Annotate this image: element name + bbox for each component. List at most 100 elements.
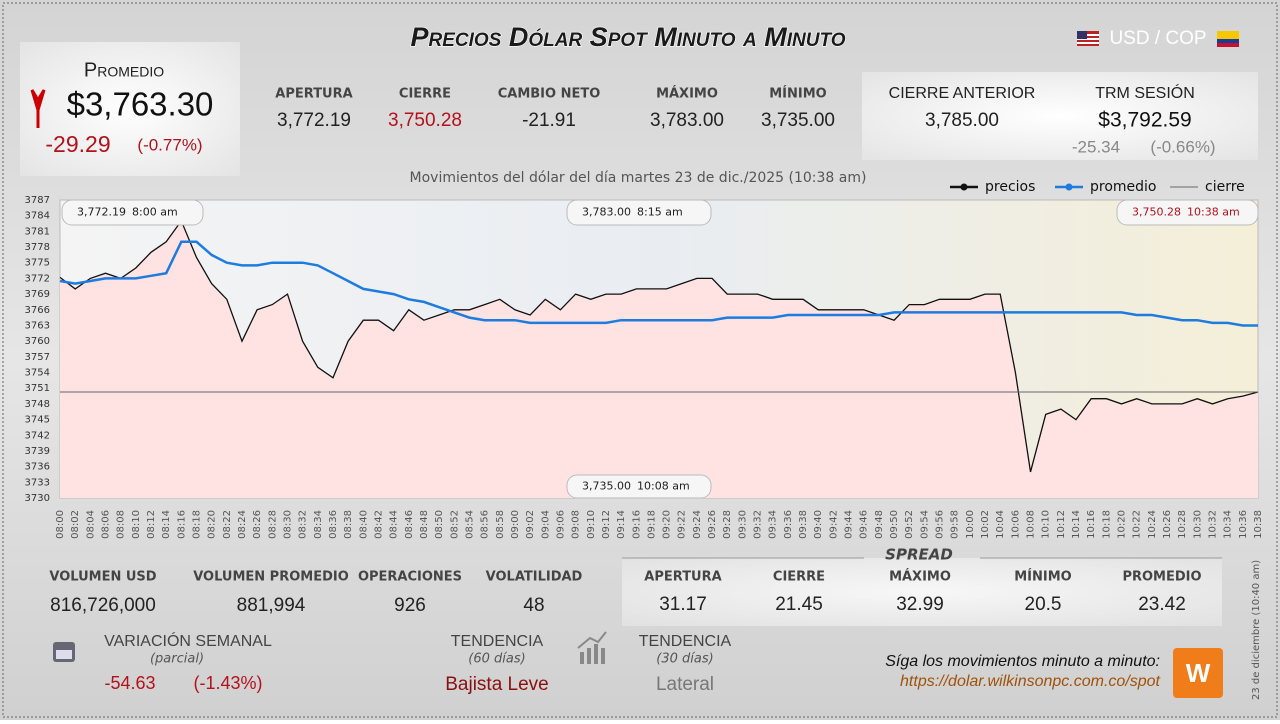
weekly-label: VARIACIÓN SEMANAL (104, 631, 272, 650)
x-tick-label: 08:08 (116, 510, 127, 539)
y-tick-label: 3751 (25, 383, 50, 394)
trend-label: TENDENCIA (639, 633, 732, 650)
weekly-percent: (-1.43%) (193, 673, 262, 693)
x-tick-label: 08:38 (343, 510, 354, 539)
weekly-change: -54.63 (104, 673, 155, 693)
annotation-time: 8:00 am (132, 206, 178, 219)
spread-panel (622, 558, 1222, 626)
x-tick-label: 08:52 (449, 510, 460, 539)
x-tick-label: 08:20 (207, 510, 218, 539)
x-tick-label: 10:04 (995, 510, 1006, 539)
annotation-box (61, 199, 204, 226)
calendar-icon (53, 642, 75, 662)
x-tick-label: 09:00 (510, 510, 521, 539)
x-tick-label: 09:02 (525, 510, 536, 539)
x-tick-label: 09:58 (950, 510, 961, 539)
annotation-time: 10:08 am (637, 480, 690, 493)
volume-label: VOLUMEN USD (49, 570, 156, 585)
stat-value: 3,735.00 (761, 110, 835, 131)
x-tick-label: 08:58 (495, 510, 506, 539)
x-tick-label: 10:18 (1101, 510, 1112, 539)
y-tick-label: 3787 (25, 195, 50, 206)
annotation-value: 3,750.28 (1132, 206, 1181, 219)
annotation-time: 8:15 am (637, 206, 683, 219)
annotation-value: 3,783.00 (582, 206, 631, 219)
spread-value: 21.45 (775, 594, 823, 615)
x-tick-label: 09:32 (753, 510, 764, 539)
series-line (59, 240, 1258, 327)
x-tick-label: 09:26 (707, 510, 718, 539)
stat-label: APERTURA (275, 87, 352, 102)
trm-value: $3,792.59 (1098, 109, 1191, 132)
x-tick-label: 08:32 (298, 510, 309, 539)
x-tick-label: 08:50 (434, 510, 445, 539)
svg-text:W: W (1186, 658, 1211, 688)
x-tick-label: 10:16 (1086, 510, 1097, 539)
previous-panel (862, 72, 1258, 160)
stat-label: CAMBIO NETO (498, 87, 601, 102)
x-tick-label: 09:50 (889, 510, 900, 539)
x-tick-label: 08:34 (313, 510, 324, 539)
stat-value: 3,750.28 (388, 110, 462, 131)
stat-value: 3,772.19 (277, 110, 351, 131)
x-tick-label: 09:16 (631, 510, 642, 539)
x-tick-label: 08:54 (464, 510, 475, 539)
x-tick-label: 09:10 (586, 510, 597, 539)
x-tick-label: 08:06 (100, 510, 111, 539)
x-tick-label: 09:20 (662, 510, 673, 539)
trend-value: Bajista Leve (445, 674, 549, 695)
x-tick-label: 10:00 (965, 510, 976, 539)
x-tick-label: 08:40 (358, 510, 369, 539)
x-tick-label: 09:46 (859, 510, 870, 539)
y-tick-label: 3745 (25, 415, 50, 426)
stat-label: MÍNIMO (769, 86, 826, 102)
logo: W (1173, 648, 1223, 698)
x-tick-label: 09:36 (783, 510, 794, 539)
x-tick-label: 08:04 (85, 510, 96, 539)
x-tick-label: 09:34 (768, 510, 779, 539)
spread-label: CIERRE (773, 570, 825, 585)
annotation-time: 10:38 am (1187, 206, 1240, 219)
legend-marker (960, 183, 968, 191)
y-tick-label: 3781 (25, 226, 50, 237)
trend-value: Lateral (656, 674, 714, 695)
x-tick-label: 08:56 (480, 510, 491, 539)
x-tick-label: 10:22 (1132, 510, 1143, 539)
x-tick-label: 10:32 (1208, 510, 1219, 539)
volume-value: 926 (394, 595, 426, 616)
pair: USD / COP (1109, 28, 1206, 49)
legend-label: cierre (1205, 179, 1245, 195)
x-tick-label: 08:22 (222, 510, 233, 539)
previous-close-value: 3,785.00 (925, 110, 999, 131)
x-tick-label: 09:38 (798, 510, 809, 539)
y-tick-label: 3766 (25, 305, 50, 316)
x-tick-label: 08:46 (404, 510, 415, 539)
x-tick-label: 08:24 (237, 510, 248, 539)
title: Precios Dólar Spot Minuto a Minuto (411, 22, 846, 52)
chart-icon (577, 631, 607, 664)
stat-value: -21.91 (522, 110, 576, 131)
y-tick-label: 3733 (25, 477, 50, 488)
volume-value: 881,994 (237, 595, 306, 616)
x-tick-label: 10:14 (1071, 510, 1082, 539)
x-tick-label: 09:42 (828, 510, 839, 539)
x-tick-label: 10:02 (980, 510, 991, 539)
y-tick-label: 3748 (25, 399, 50, 410)
spread-label: PROMEDIO (1122, 570, 1201, 585)
trm-percent: (-0.66%) (1150, 137, 1215, 156)
y-tick-label: 3754 (25, 368, 50, 379)
spread-title: SPREAD (885, 546, 953, 564)
promedio-panel (20, 42, 240, 176)
annotation-value: 3,772.19 (77, 206, 126, 219)
annotation-value: 3,735.00 (582, 480, 631, 493)
x-tick-label: 09:44 (844, 510, 855, 539)
x-tick-label: 10:20 (1117, 510, 1128, 539)
x-tick-label: 10:30 (1192, 510, 1203, 539)
x-tick-label: 09:24 (692, 510, 703, 539)
annotation-box (566, 199, 712, 226)
footer-url: https://dolar.wilkinsonpc.com.co/spot (900, 673, 1161, 690)
spread-label: MÁXIMO (889, 569, 951, 585)
legend-label: precios (985, 179, 1035, 195)
x-tick-label: 08:10 (131, 510, 142, 539)
